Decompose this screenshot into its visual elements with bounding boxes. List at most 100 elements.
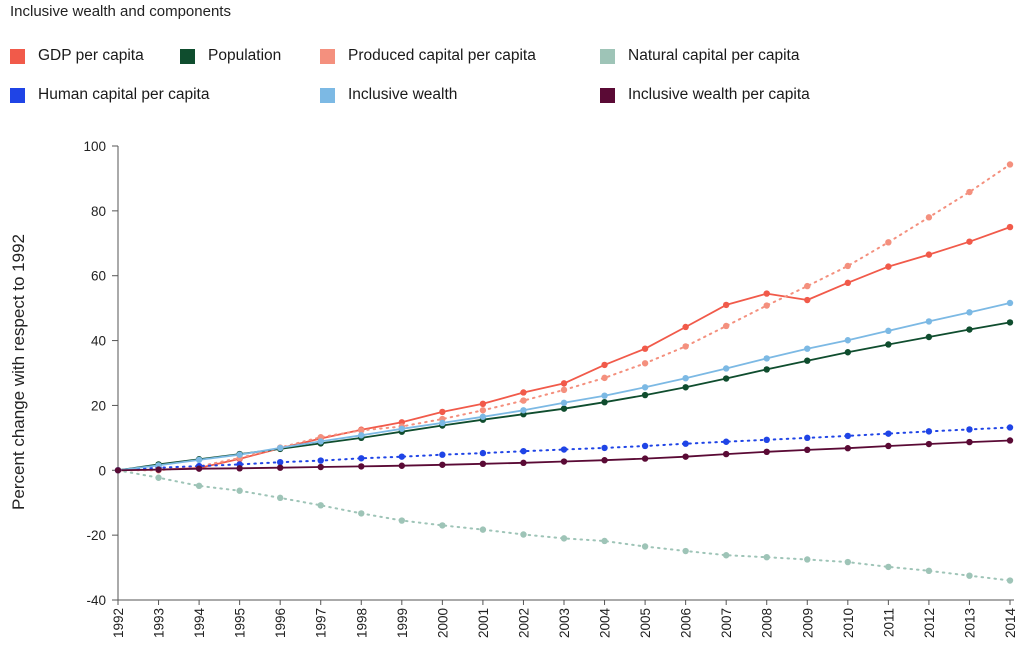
data-point-gdp-per-capita — [439, 408, 446, 416]
data-point-population — [966, 326, 973, 333]
data-point-produced-capital-per-capita — [479, 407, 487, 414]
data-point-inclusive-wealth-per-capita — [763, 448, 770, 456]
data-point-population — [763, 366, 770, 373]
data-point-inclusive-wealth-per-capita — [520, 459, 527, 467]
data-point-inclusive-wealth-per-capita — [236, 465, 243, 472]
data-point-natural-capital-per-capita — [560, 535, 568, 542]
data-point-gdp-per-capita — [885, 263, 892, 270]
data-point-inclusive-wealth-per-capita — [925, 440, 933, 448]
data-point-population — [722, 375, 730, 382]
x-tick-label: 1993 — [152, 608, 167, 638]
data-point-natural-capital-per-capita — [641, 543, 649, 550]
x-tick-label: 1999 — [395, 608, 410, 638]
data-point-inclusive-wealth — [763, 355, 770, 362]
y-tick-label: -40 — [86, 593, 106, 608]
data-point-inclusive-wealth — [885, 327, 892, 335]
data-point-inclusive-wealth — [560, 399, 568, 407]
legend-label-gdp-per-capita: GDP per capita — [38, 47, 144, 64]
data-point-produced-capital-per-capita — [844, 262, 852, 270]
data-point-produced-capital-per-capita — [560, 386, 568, 394]
x-tick-label: 2008 — [760, 608, 775, 638]
data-point-produced-capital-per-capita — [722, 322, 730, 330]
series-line-inclusive-wealth — [117, 302, 1011, 472]
data-point-gdp-per-capita — [804, 296, 811, 304]
legend-swatch-inclusive-wealth — [320, 87, 335, 103]
data-point-inclusive-wealth-per-capita — [844, 445, 852, 452]
data-point-natural-capital-per-capita — [722, 552, 730, 559]
data-point-human-capital-per-capita — [682, 440, 689, 447]
data-point-inclusive-wealth-per-capita — [398, 462, 406, 469]
data-point-natural-capital-per-capita — [195, 482, 203, 490]
data-point-human-capital-per-capita — [966, 426, 973, 433]
data-point-natural-capital-per-capita — [925, 567, 933, 575]
legend-item-inclusive-wealth: Inclusive wealth — [320, 85, 457, 105]
data-point-human-capital-per-capita — [844, 432, 852, 440]
data-point-human-capital-per-capita — [276, 458, 284, 466]
legend-swatch-produced-capital-per-capita — [320, 48, 335, 64]
data-point-inclusive-wealth — [317, 438, 324, 445]
data-point-population — [601, 398, 608, 406]
series-points — [114, 161, 1014, 584]
data-point-natural-capital-per-capita — [520, 531, 527, 538]
data-point-population — [804, 357, 811, 364]
data-point-natural-capital-per-capita — [1006, 577, 1014, 584]
data-point-human-capital-per-capita — [925, 428, 933, 435]
data-point-human-capital-per-capita — [398, 453, 406, 460]
y-tick-label: 40 — [91, 334, 106, 349]
x-tick-label: 2013 — [962, 608, 977, 638]
data-point-inclusive-wealth — [925, 318, 933, 325]
data-point-inclusive-wealth — [804, 345, 811, 352]
data-point-inclusive-wealth-per-capita — [276, 464, 284, 471]
data-point-inclusive-wealth-per-capita — [641, 455, 649, 462]
data-point-inclusive-wealth-per-capita — [439, 461, 446, 468]
x-tick-label: 2010 — [841, 608, 856, 638]
legend-label-produced-capital-per-capita: Produced capital per capita — [348, 47, 536, 64]
data-point-natural-capital-per-capita — [885, 563, 892, 571]
data-point-inclusive-wealth-per-capita — [722, 450, 730, 458]
x-tick-label: 2012 — [922, 608, 937, 638]
x-tick-label: 2002 — [516, 608, 531, 638]
x-tick-label: 2011 — [881, 608, 896, 637]
data-point-inclusive-wealth-per-capita — [1006, 437, 1014, 444]
legend-swatch-human-capital-per-capita — [10, 87, 25, 103]
legend-item-inclusive-wealth-per-capita: Inclusive wealth per capita — [600, 85, 810, 105]
data-point-produced-capital-per-capita — [966, 188, 973, 196]
y-tick-label: 0 — [98, 463, 106, 478]
data-point-human-capital-per-capita — [722, 438, 730, 445]
data-point-inclusive-wealth-per-capita — [155, 466, 162, 473]
y-tick-label: 100 — [83, 139, 106, 154]
data-point-inclusive-wealth-per-capita — [195, 465, 203, 472]
data-point-gdp-per-capita — [479, 400, 487, 408]
data-point-gdp-per-capita — [641, 345, 649, 352]
legend-swatch-natural-capital-per-capita — [600, 48, 615, 64]
data-point-inclusive-wealth — [520, 407, 527, 414]
legend-item-produced-capital-per-capita: Produced capital per capita — [320, 46, 536, 66]
data-point-population — [885, 341, 892, 348]
data-point-human-capital-per-capita — [763, 436, 770, 444]
data-point-inclusive-wealth — [236, 451, 243, 458]
legend-label-inclusive-wealth: Inclusive wealth — [348, 86, 458, 103]
data-point-natural-capital-per-capita — [398, 517, 406, 524]
data-point-human-capital-per-capita — [601, 444, 608, 452]
data-point-gdp-per-capita — [722, 301, 730, 309]
data-point-natural-capital-per-capita — [763, 553, 770, 561]
legend-label-inclusive-wealth-per-capita: Inclusive wealth per capita — [628, 86, 810, 103]
x-tick-label: 2000 — [435, 608, 450, 638]
data-point-produced-capital-per-capita — [925, 214, 933, 221]
data-point-population — [641, 391, 649, 399]
data-point-human-capital-per-capita — [560, 446, 568, 453]
data-point-natural-capital-per-capita — [155, 474, 162, 481]
x-tick-label: 2004 — [598, 608, 613, 639]
data-point-natural-capital-per-capita — [276, 494, 284, 502]
data-point-population — [1006, 319, 1014, 326]
data-point-inclusive-wealth — [682, 374, 689, 382]
y-axis-label: Percent change with respect to 1992 — [9, 234, 28, 510]
data-point-produced-capital-per-capita — [641, 360, 649, 367]
x-tick-label: 2014 — [1003, 608, 1018, 639]
data-point-inclusive-wealth — [844, 337, 852, 344]
data-point-natural-capital-per-capita — [844, 558, 852, 566]
data-point-human-capital-per-capita — [520, 447, 527, 455]
legend-label-natural-capital-per-capita: Natural capital per capita — [628, 47, 800, 64]
axes: 100 80 60 40 20 0 -20 -40 1992 1993 1994 1995 1996 19… — [83, 139, 1018, 638]
